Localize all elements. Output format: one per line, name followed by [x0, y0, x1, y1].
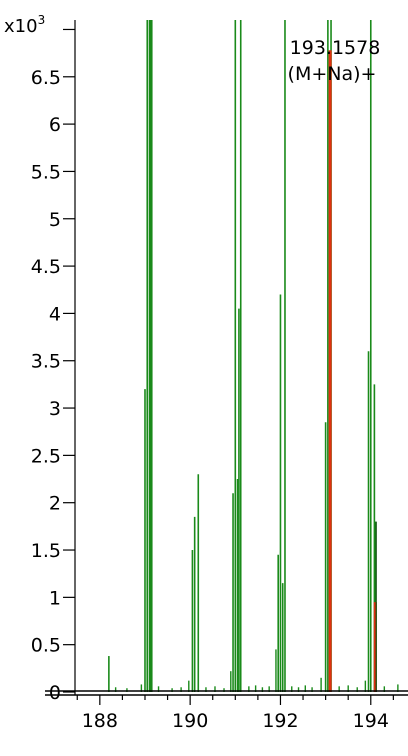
y-tick-label: 1.5 [31, 540, 61, 562]
peak-annotation-mass: 193.1578 [290, 37, 381, 59]
y-tick-label: 2.5 [31, 445, 61, 467]
y-tick-label: 5.5 [31, 161, 61, 183]
x-tick-label: 190 [172, 710, 208, 732]
y-tick-label: 5 [49, 209, 61, 231]
y-tick-label: 2 [49, 493, 61, 515]
x-tick-label: 192 [262, 710, 298, 732]
x-tick-label: 194 [353, 710, 389, 732]
y-tick-label: 6 [49, 114, 61, 136]
axes: 0 0.5 1 1.5 2 2.5 3 3.5 4 4.5 5 5.5 6 6.5 188 190 192 194 [31, 20, 408, 732]
y-tick-label: 3 [49, 398, 61, 420]
y-tick-label: 0 [49, 682, 61, 704]
peak-annotation-ion: (M+Na)+ [288, 63, 377, 85]
y-tick-label: 4 [49, 303, 61, 325]
y-tick-label: 1 [49, 587, 61, 609]
y-tick-label: 0.5 [31, 635, 61, 657]
y-multiplier-exponent: 3 [38, 13, 46, 27]
plot-area [108, 20, 399, 692]
y-tick-label: 4.5 [31, 256, 61, 278]
y-multiplier-base: x10 [4, 16, 38, 37]
y-tick-label: 3.5 [31, 351, 61, 373]
x-tick-label: 188 [82, 710, 118, 732]
y-multiplier-label: x103 [4, 13, 45, 37]
y-tick-label: 6.5 [31, 67, 61, 89]
